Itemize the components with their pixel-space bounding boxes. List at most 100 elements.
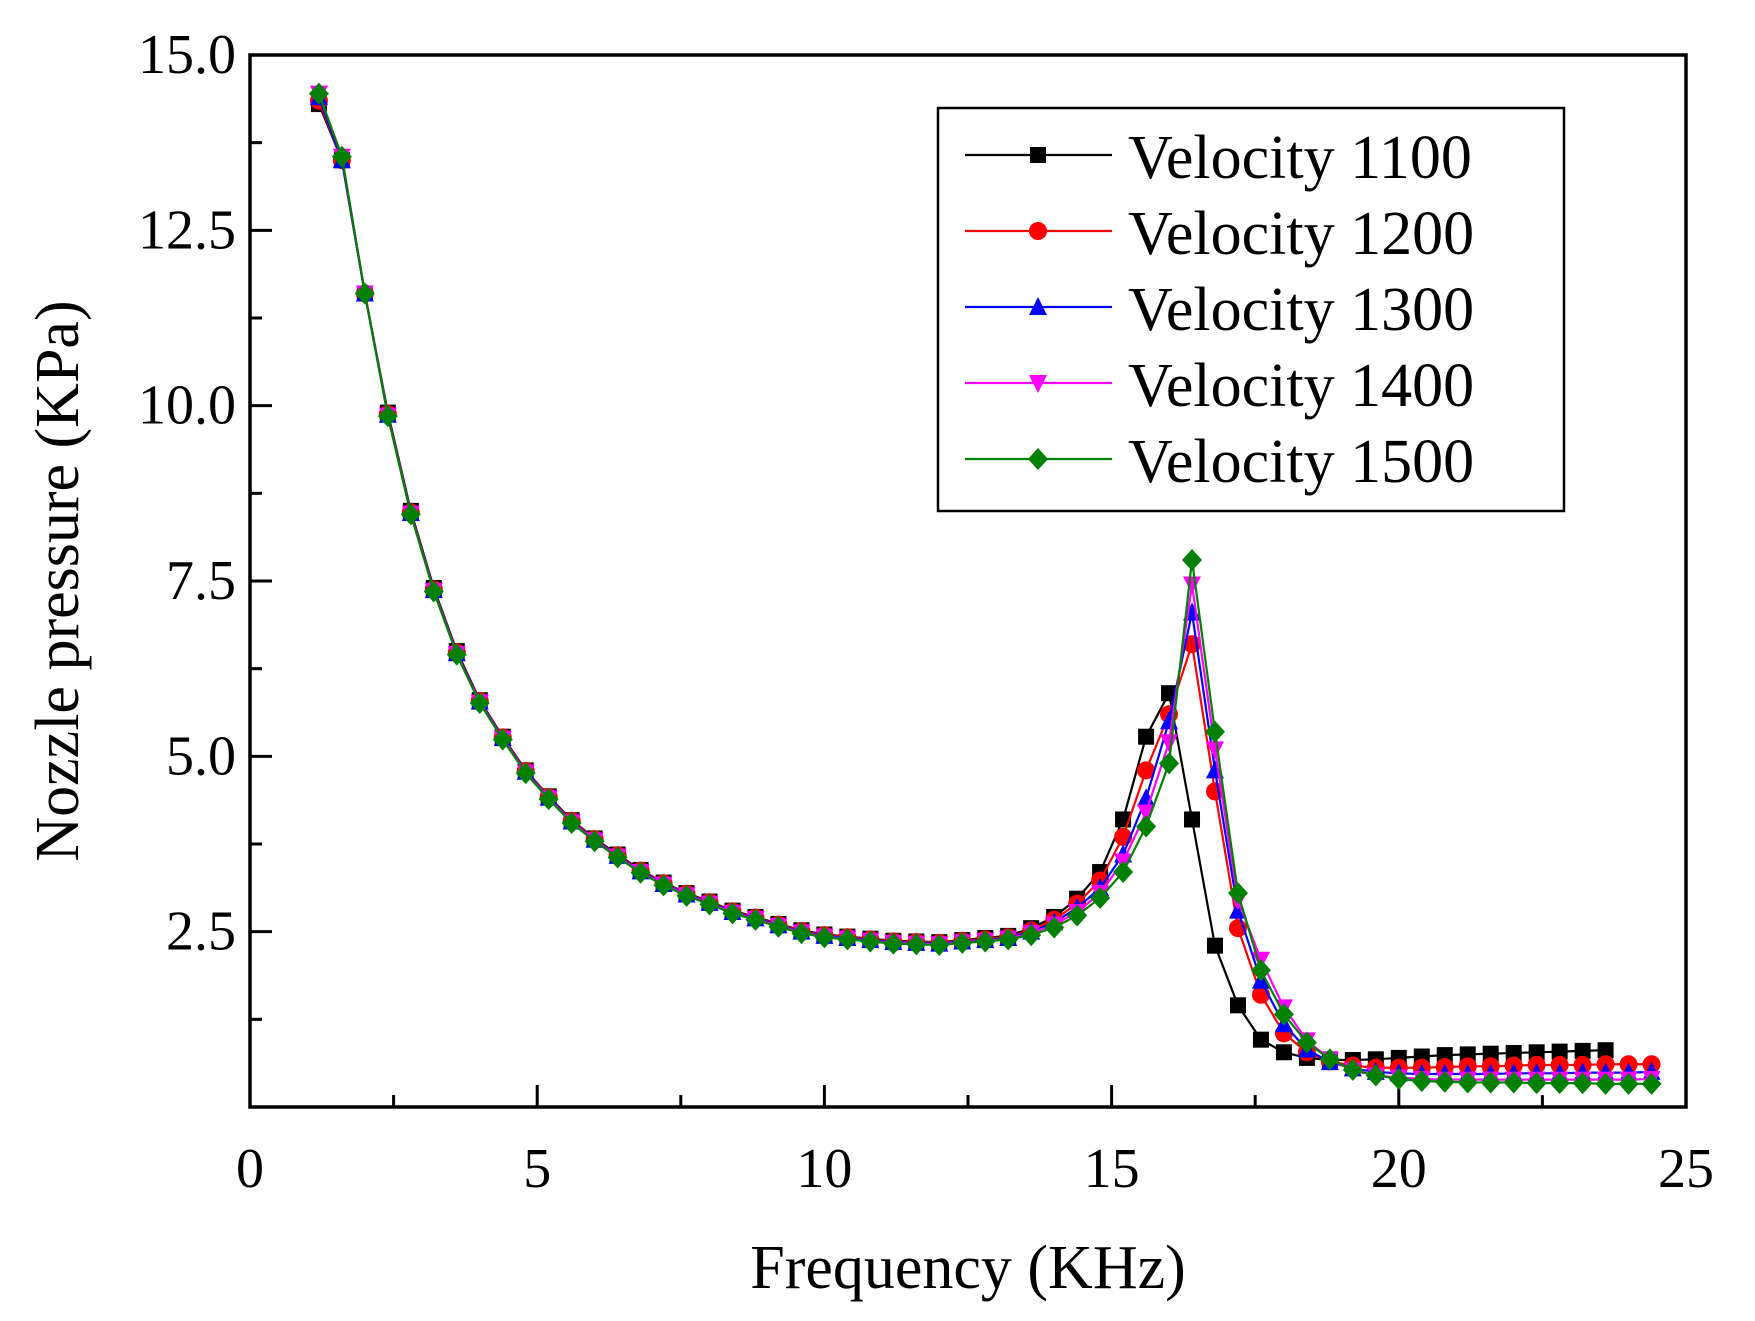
data-point	[929, 933, 950, 956]
y-axis-title: Nozzle pressure (KPa)	[24, 300, 92, 861]
data-point	[400, 503, 421, 526]
data-point	[814, 926, 835, 949]
x-axis-title: Frequency (KHz)	[750, 1234, 1186, 1302]
data-point	[1528, 1044, 1545, 1061]
y-tick-label: 7.5	[166, 550, 236, 612]
legend: Velocity 1100 Velocity 1200 Velocity 130…	[936, 106, 1566, 513]
data-point	[975, 930, 996, 953]
data-point	[1595, 1072, 1616, 1095]
x-tick-labels: 0 5 10 15 20 25	[236, 1138, 1714, 1200]
data-point	[722, 902, 743, 925]
data-point	[1388, 1067, 1409, 1090]
data-point	[308, 82, 329, 105]
y-tick-label: 12.5	[138, 199, 236, 261]
data-point	[423, 580, 444, 603]
legend-label: Velocity 1100	[1128, 124, 1472, 192]
data-point	[1090, 887, 1111, 910]
data-point	[1021, 924, 1042, 947]
x-tick-label: 15	[1084, 1138, 1140, 1200]
data-point	[1482, 1045, 1499, 1062]
legend-label: Velocity 1400	[1128, 352, 1474, 420]
data-point	[1505, 1044, 1522, 1061]
data-point	[1205, 741, 1224, 760]
data-point	[1618, 1072, 1639, 1095]
x-tick-label: 25	[1658, 1138, 1714, 1200]
data-point	[1113, 861, 1134, 884]
data-point	[492, 728, 513, 751]
data-point	[906, 933, 927, 956]
data-point	[1250, 959, 1271, 982]
data-point	[1138, 728, 1155, 745]
legend-marker	[1029, 375, 1047, 393]
data-point	[653, 874, 674, 897]
legend-label: Velocity 1200	[1128, 200, 1474, 268]
data-point	[699, 893, 720, 916]
x-tick-label: 5	[523, 1138, 551, 1200]
x-tick-label: 20	[1371, 1138, 1427, 1200]
legend-marker	[1030, 147, 1046, 163]
legend-marker	[1029, 222, 1047, 240]
data-point	[998, 928, 1019, 951]
legend-marker	[1028, 448, 1048, 470]
data-point	[1206, 937, 1223, 954]
data-point	[1136, 815, 1157, 838]
data-point	[584, 830, 605, 853]
data-point	[1480, 1071, 1501, 1094]
data-point	[1273, 1003, 1294, 1026]
data-point	[538, 788, 559, 811]
data-point	[883, 932, 904, 955]
data-point	[1252, 1031, 1269, 1048]
series-layer	[308, 82, 1662, 1095]
data-point	[1067, 904, 1088, 927]
data-point	[791, 922, 812, 945]
data-point	[837, 928, 858, 951]
data-point	[1641, 1072, 1662, 1095]
data-point	[377, 405, 398, 428]
series-5	[308, 82, 1662, 1095]
data-point	[952, 931, 973, 954]
y-tick-label: 10.0	[138, 375, 236, 437]
data-point	[1319, 1048, 1340, 1071]
data-point	[1434, 1070, 1455, 1093]
data-point	[1227, 882, 1248, 905]
data-point	[745, 908, 766, 931]
data-point	[331, 145, 352, 168]
axis-ticks	[248, 53, 1688, 1107]
data-point	[1159, 752, 1180, 775]
y-tick-labels: 2.5 5.0 7.5 10.0 12.5 15.0	[138, 24, 236, 963]
data-point	[1137, 761, 1156, 780]
data-point	[1597, 1042, 1614, 1059]
x-tick-label: 0	[236, 1138, 264, 1200]
data-point	[1204, 720, 1225, 743]
data-point	[561, 811, 582, 834]
data-point	[1572, 1072, 1593, 1095]
data-point	[1275, 1044, 1292, 1061]
legend-label: Velocity 1300	[1128, 276, 1474, 344]
data-point	[607, 846, 628, 869]
data-point	[1574, 1042, 1591, 1059]
data-point	[1183, 576, 1202, 595]
data-point	[1551, 1043, 1568, 1060]
data-point	[1296, 1031, 1317, 1054]
data-point	[630, 861, 651, 884]
data-point	[676, 884, 697, 907]
data-point	[1182, 548, 1203, 571]
data-point	[1549, 1072, 1570, 1095]
y-tick-label: 5.0	[166, 725, 236, 787]
y-tick-label: 15.0	[138, 24, 236, 86]
data-point	[515, 762, 536, 785]
x-tick-label: 10	[796, 1138, 852, 1200]
data-point	[1044, 916, 1065, 939]
data-point	[1503, 1071, 1524, 1094]
data-point	[768, 915, 789, 938]
data-point	[1526, 1072, 1547, 1095]
legend-label: Velocity 1500	[1128, 428, 1474, 496]
data-point	[1137, 804, 1156, 823]
data-point	[1365, 1064, 1386, 1087]
data-point	[354, 282, 375, 305]
data-point	[1160, 734, 1179, 753]
data-point	[1229, 997, 1246, 1014]
data-point	[1457, 1071, 1478, 1094]
data-point	[860, 930, 881, 953]
